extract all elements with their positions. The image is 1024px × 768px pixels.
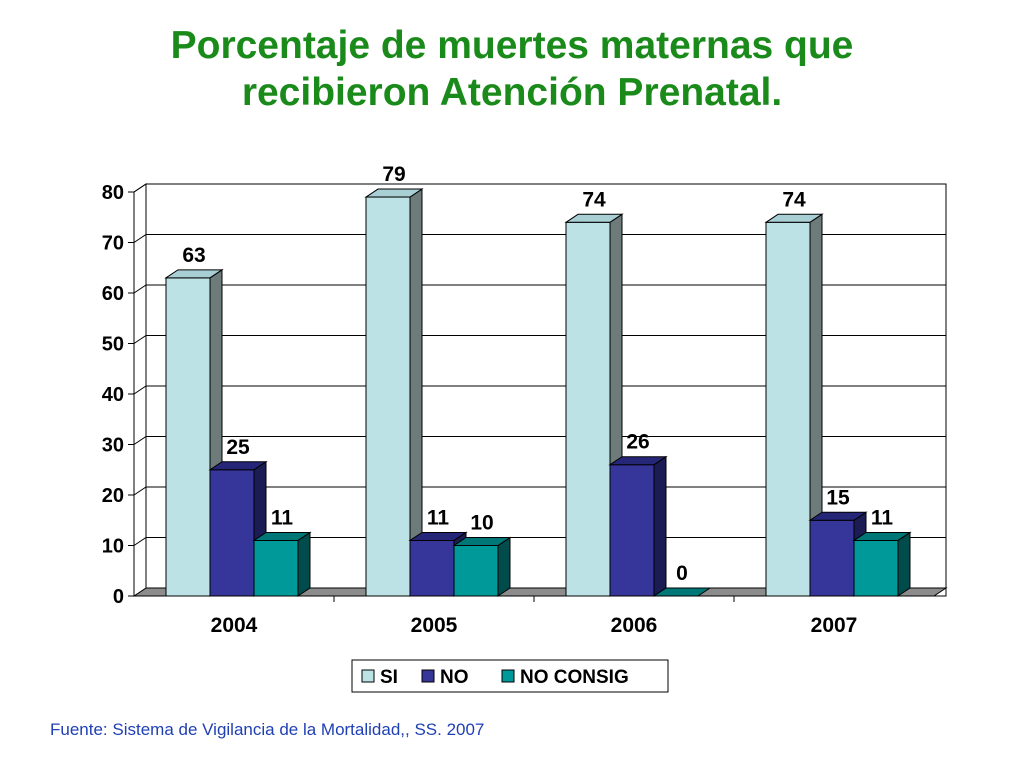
bar-top: [408, 531, 468, 541]
chart-title-line-1: Porcentaje de muertes maternas que: [170, 24, 854, 67]
data-label: 25: [226, 436, 250, 459]
data-label: 79: [382, 163, 405, 186]
bar-front: [209, 469, 255, 597]
bar-front: [809, 519, 855, 597]
bar-side: [897, 531, 911, 597]
y-tick-label: 50: [102, 334, 124, 356]
bar: [452, 536, 512, 597]
bar-top: [564, 213, 624, 223]
bar-front: [565, 221, 611, 597]
bar-top: [452, 537, 512, 546]
bar-front: [165, 277, 211, 597]
legend: SI NO NO CONSIG: [351, 659, 669, 693]
bar-front: [609, 464, 655, 597]
gridline: [133, 436, 946, 445]
y-tick-label: 20: [102, 485, 124, 507]
legend-label: NO CONSIG: [520, 667, 629, 688]
y-tick-label: 80: [102, 182, 124, 204]
bar-top: [652, 587, 712, 597]
gridlines: [133, 183, 946, 546]
y-tick-label: 0: [113, 586, 124, 608]
y-tick-label: 70: [102, 233, 124, 255]
y-tick-label: 10: [102, 536, 124, 558]
y-tick-label: 60: [102, 283, 124, 305]
data-label: 11: [271, 506, 294, 529]
x-category-label: 2004: [211, 614, 258, 637]
chart-title-line-2: recibieron Atención Prenatal.: [241, 71, 783, 114]
bar-side: [653, 455, 667, 597]
data-label: 10: [470, 512, 493, 535]
data-label: 74: [782, 188, 806, 211]
y-tick-label: 30: [102, 435, 124, 457]
bar-front: [453, 545, 499, 597]
gridline: [133, 537, 946, 546]
chart-title: Porcentaje de muertes maternas que recib…: [0, 22, 1024, 116]
data-label: 26: [626, 431, 649, 454]
bar-side: [297, 531, 311, 597]
source-note: Fuente: Sistema de Vigilancia de la Mort…: [50, 720, 485, 739]
bar: [564, 213, 624, 597]
bar: [252, 531, 312, 597]
x-category-label: 2005: [411, 614, 458, 637]
gridline: [133, 335, 946, 344]
data-label: 63: [182, 244, 205, 267]
x-category-label: 2007: [811, 614, 858, 637]
bar: [652, 587, 712, 597]
legend-label: NO: [440, 667, 469, 688]
bars: [164, 188, 912, 597]
bar-top: [164, 269, 224, 279]
bar-front: [409, 539, 455, 597]
bar-top: [252, 531, 312, 541]
bar-top: [364, 188, 424, 198]
bar: [608, 455, 668, 597]
gridline: [133, 486, 946, 496]
bar-front: [853, 539, 899, 597]
bar: [764, 213, 824, 597]
data-label: 11: [871, 506, 894, 529]
bar: [852, 531, 912, 597]
bar-front: [253, 539, 299, 597]
y-tick-label: 40: [102, 384, 124, 406]
gridline: [133, 385, 946, 395]
gridline: [133, 183, 946, 193]
bar-top: [764, 213, 824, 223]
bar-top: [608, 456, 668, 466]
data-label: 74: [582, 188, 606, 211]
data-label: 15: [826, 486, 850, 509]
legend-box: [351, 659, 669, 693]
bar-front: [365, 196, 411, 597]
data-label: 0: [676, 562, 688, 585]
bar-top: [808, 511, 868, 521]
bar-side: [497, 536, 511, 597]
gridline: [133, 284, 946, 294]
legend-swatch: [361, 669, 375, 683]
legend-swatch: [501, 669, 515, 683]
data-label: 11: [427, 506, 450, 529]
x-category-label: 2006: [611, 614, 658, 637]
bar: [364, 188, 424, 597]
gridline: [133, 234, 946, 243]
bar-front: [765, 221, 811, 597]
legend-label: SI: [380, 667, 398, 688]
legend-swatch: [421, 669, 435, 683]
bar-top: [852, 531, 912, 541]
data-labels: 63 25 11 79 11 10 74 26 0 74 15 11: [182, 163, 893, 585]
bar-top: [208, 461, 268, 471]
